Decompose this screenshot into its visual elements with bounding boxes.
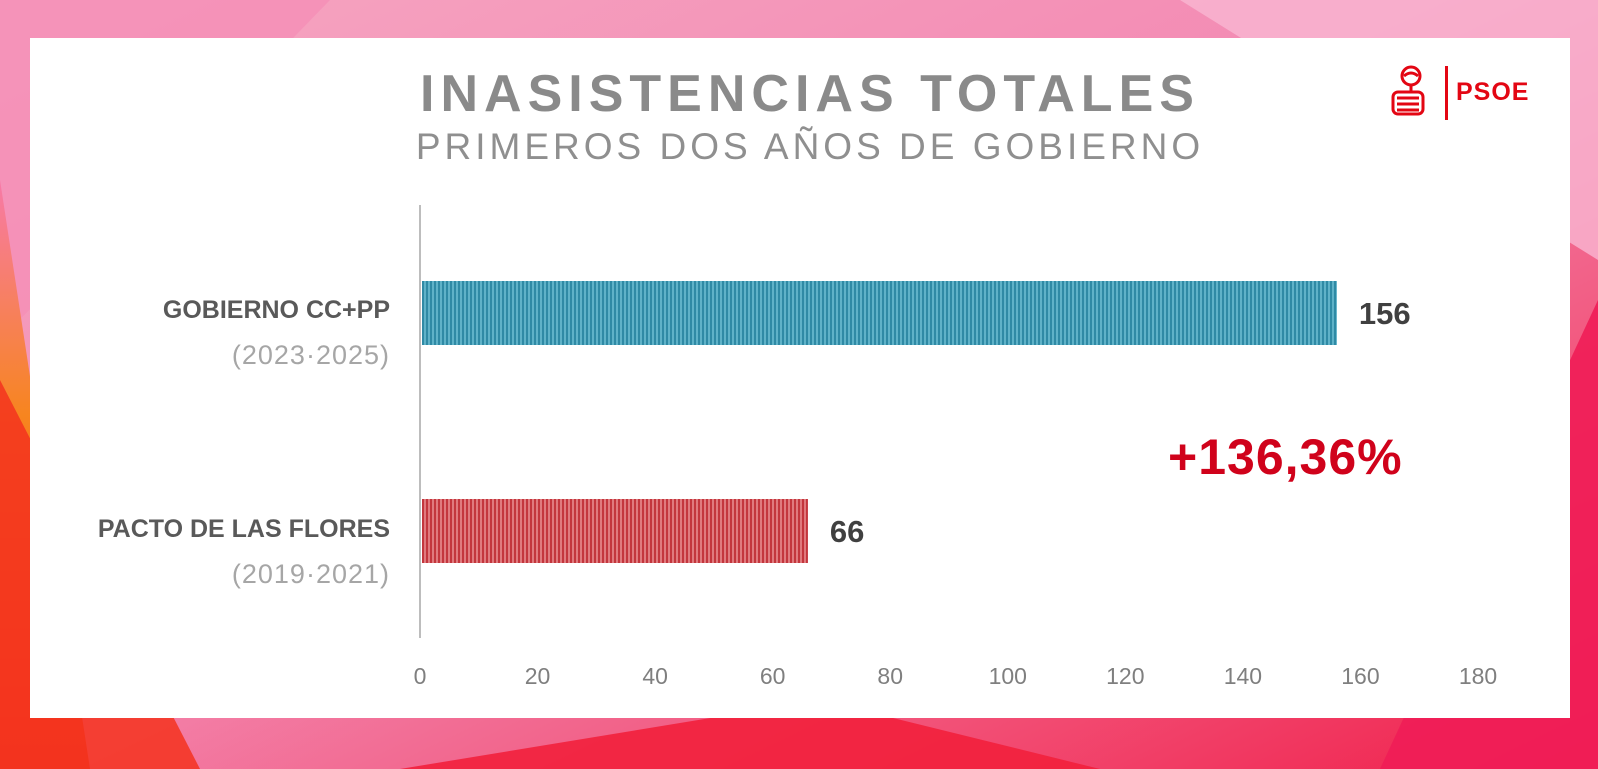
bar-pacto-value-label: 66 <box>830 514 864 549</box>
chart-card: INASISTENCIAS TOTALES PRIMEROS DOS AÑOS … <box>30 38 1570 718</box>
percentage-change-annotation: +136,36% <box>1168 429 1403 485</box>
x-tick-label: 0 <box>414 663 427 689</box>
chart-title: INASISTENCIAS TOTALES <box>420 65 1200 123</box>
x-tick-label: 160 <box>1341 663 1379 689</box>
bar-gobierno-value-label: 156 <box>1359 296 1411 331</box>
x-tick-label: 60 <box>760 663 786 689</box>
rose-fist-icon <box>1391 65 1425 116</box>
x-tick-label: 20 <box>525 663 551 689</box>
category-label-gobierno: GOBIERNO CC+PP <box>162 296 390 324</box>
x-tick-label: 140 <box>1224 663 1262 689</box>
bar-gobierno <box>422 281 1337 345</box>
psoe-logo <box>1387 62 1547 126</box>
category-label-pacto: PACTO DE LAS FLORES <box>97 515 390 543</box>
logo-text: PSOE <box>1456 78 1530 106</box>
x-tick-label: 100 <box>989 663 1027 689</box>
category-period-pacto: (2019·2021) <box>231 559 390 589</box>
bar-chart: 156 66 0 20 40 60 80 100 120 140 160 180 <box>414 205 1497 689</box>
category-period-gobierno: (2023·2025) <box>231 340 390 370</box>
x-tick-label: 180 <box>1459 663 1497 689</box>
x-tick-label: 80 <box>877 663 903 689</box>
x-tick-label: 40 <box>642 663 668 689</box>
chart-subtitle: PRIMEROS DOS AÑOS DE GOBIERNO <box>415 126 1205 167</box>
x-tick-label: 120 <box>1106 663 1144 689</box>
bar-pacto <box>422 499 808 563</box>
logo-divider <box>1445 66 1448 120</box>
